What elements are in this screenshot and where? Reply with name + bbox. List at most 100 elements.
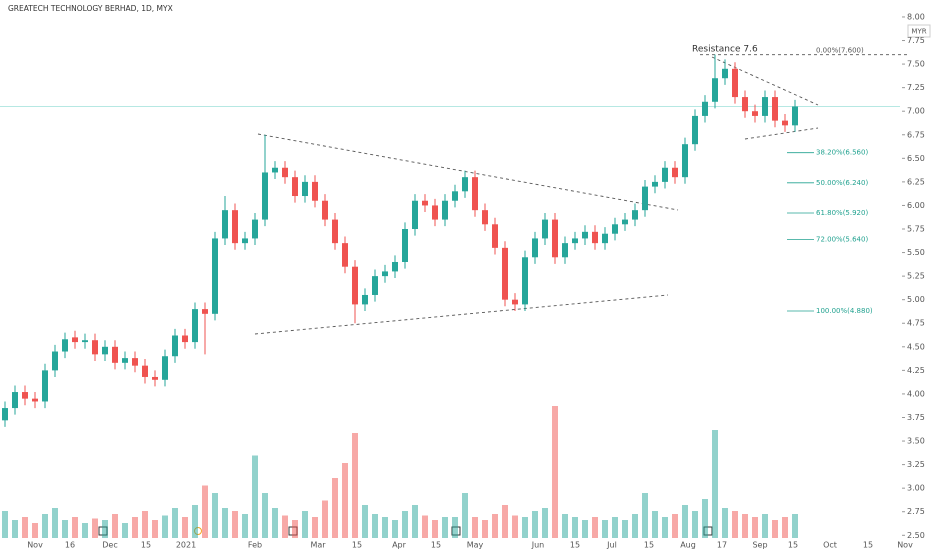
volume-bar — [162, 515, 168, 538]
fib-label: 50.00%(6.240) — [816, 179, 868, 187]
candle-body — [412, 200, 418, 230]
trendline — [744, 127, 819, 140]
x-tick-label: Nov — [27, 541, 43, 550]
currency-label: MYR — [911, 28, 926, 36]
volume-bar — [152, 520, 158, 538]
candle-body — [182, 335, 188, 343]
candle-body — [102, 346, 108, 355]
candle-body — [792, 106, 798, 126]
volume-bar — [742, 514, 748, 538]
y-tick-label: 7.50 — [907, 60, 925, 69]
x-tick-label: Apr — [392, 541, 407, 550]
candle-body — [612, 224, 618, 234]
volume-bar — [42, 514, 48, 538]
candle-body — [622, 219, 628, 225]
candle-body — [542, 219, 548, 239]
volume-bar — [392, 520, 398, 538]
y-tick-label: 3.75 — [907, 413, 925, 422]
x-tick-label: 15 — [570, 541, 580, 550]
trendlines — [254, 56, 819, 335]
volume-bar — [562, 514, 568, 538]
candle-body — [522, 257, 528, 305]
candle-body — [732, 68, 738, 98]
volume-bar — [722, 508, 728, 538]
volume-bar — [322, 500, 328, 538]
volume-bar — [22, 517, 28, 538]
volume-bar — [642, 493, 648, 538]
volume-bar — [412, 505, 418, 538]
x-tick-label: Feb — [248, 541, 262, 550]
fib-label: 100.00%(4.880) — [816, 307, 873, 315]
volume-bar — [352, 433, 358, 538]
candle-body — [272, 167, 278, 173]
y-tick-label: 3.25 — [907, 460, 925, 469]
candle-body — [292, 177, 298, 197]
volume-bar — [372, 514, 378, 538]
x-tick-label: 15 — [352, 541, 362, 550]
candle-body — [702, 101, 708, 116]
candle-body — [262, 172, 268, 220]
x-tick-label: Jul — [606, 541, 617, 550]
candle-body — [712, 78, 718, 102]
candle-body — [532, 238, 538, 258]
candle-body — [312, 181, 318, 201]
volume-bar — [692, 511, 698, 538]
y-tick-label: 4.25 — [907, 366, 925, 375]
candle-body — [242, 238, 248, 244]
candle-body — [32, 398, 38, 402]
volume-bar — [302, 511, 308, 538]
volume-bar — [112, 514, 118, 538]
candle-body — [332, 219, 338, 244]
trendline — [257, 133, 679, 211]
volume-bar — [512, 515, 518, 538]
candle-body — [212, 238, 218, 314]
volume-bar — [752, 517, 758, 538]
x-tick-label: 16 — [65, 541, 75, 550]
x-tick-label: Aug — [680, 541, 696, 550]
candle-body — [592, 231, 598, 244]
volume-bar — [362, 505, 368, 538]
candle-body — [62, 339, 68, 352]
candle-body — [492, 224, 498, 248]
candle-body — [352, 266, 358, 305]
volume-bar — [342, 463, 348, 538]
candle-body — [252, 219, 258, 239]
volume-bar — [792, 514, 798, 538]
volume-bar — [52, 508, 58, 538]
volume-bar — [462, 493, 468, 538]
volume-bar — [732, 511, 738, 538]
fib-label: 61.80%(5.920) — [816, 209, 868, 217]
candle-body — [142, 365, 148, 377]
x-tick-label: Mar — [310, 541, 326, 550]
volume-bar — [142, 511, 148, 538]
volume-bar — [602, 520, 608, 538]
volume-bar — [272, 508, 278, 538]
candle-body — [382, 271, 388, 277]
volume-bar — [192, 505, 198, 538]
volume-bar — [672, 514, 678, 538]
candle-body — [202, 309, 208, 314]
y-tick-label: 5.75 — [907, 225, 925, 234]
candle-body — [342, 243, 348, 267]
annotation: Resistance 7.6 — [692, 45, 758, 55]
y-tick-label: 6.25 — [907, 177, 925, 186]
candle-body — [602, 233, 608, 244]
volume-bar — [572, 517, 578, 538]
volume-bar — [32, 523, 38, 538]
candle-body — [12, 392, 18, 409]
x-tick-label: 2021 — [176, 541, 196, 550]
candle-body — [512, 299, 518, 305]
candle-body — [282, 167, 288, 178]
x-tick-label: 17 — [717, 541, 727, 550]
y-tick-label: 7.00 — [907, 107, 925, 116]
y-tick-label: 7.75 — [907, 36, 925, 45]
candle-body — [772, 97, 778, 121]
y-tick-label: 5.50 — [907, 248, 925, 257]
candle-body — [322, 200, 328, 220]
volume-bar — [542, 508, 548, 538]
candle-body — [782, 120, 788, 126]
x-tick-label: 15 — [788, 541, 798, 550]
y-tick-label: 5.25 — [907, 272, 925, 281]
volume-bar — [292, 520, 298, 538]
x-tick-label: Nov — [897, 541, 913, 550]
